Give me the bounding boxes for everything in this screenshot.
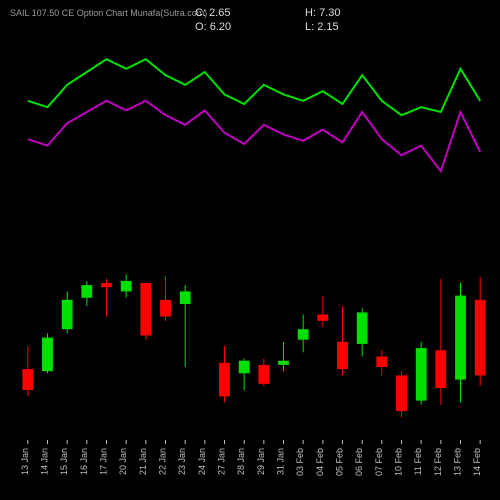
x-label: 05 Feb	[335, 448, 345, 476]
candle-body	[416, 348, 427, 401]
x-label: 14 Feb	[472, 448, 482, 476]
x-label: 27 Jan	[217, 448, 227, 475]
x-label: 14 Jan	[40, 448, 50, 475]
x-label: 28 Jan	[236, 448, 246, 475]
candle-body	[101, 283, 112, 287]
x-label: 13 Feb	[453, 448, 463, 476]
candle-body	[298, 329, 309, 340]
x-label: 17 Jan	[99, 448, 109, 475]
candle-body	[455, 296, 466, 380]
candle-body	[376, 357, 387, 368]
x-label: 29 Jan	[256, 448, 266, 475]
x-label: 11 Feb	[413, 448, 423, 475]
x-label: 23 Jan	[177, 448, 187, 475]
candle-body	[160, 300, 171, 317]
candle-body	[22, 369, 33, 390]
low-value: 2.15	[317, 21, 338, 33]
chart-canvas: 13 Jan 14 Jan 15 Jan 16 Jan 17 Jan 20 Jan 21 J…	[0, 0, 500, 500]
chart-title: SAIL 107.50 CE Option Chart Munafa(Sutra…	[10, 8, 207, 18]
candle-body	[42, 338, 53, 372]
x-label: 20 Jan	[118, 448, 128, 475]
candle-body	[121, 281, 132, 292]
high-value: 7.30	[319, 7, 340, 19]
open-label: O:	[195, 21, 207, 33]
candle-body	[258, 365, 269, 384]
x-label: 22 Jan	[158, 448, 168, 475]
x-label: 24 Jan	[197, 448, 207, 475]
high-label: H:	[305, 7, 316, 19]
x-label: 31 Jan	[276, 448, 286, 475]
candle-body	[239, 361, 250, 374]
low-label: L:	[305, 21, 314, 33]
x-label: 13 Jan	[20, 448, 30, 475]
x-label: 16 Jan	[79, 448, 89, 475]
close-label: C:	[195, 7, 206, 19]
candle-body	[62, 300, 73, 329]
ohlc-readout-right: H: 7.30 L: 2.15	[305, 6, 375, 34]
candle-body	[278, 361, 289, 365]
candle-body	[396, 375, 407, 411]
x-label: 12 Feb	[433, 448, 443, 476]
close-value: 2.65	[209, 7, 230, 19]
candle-body	[337, 342, 348, 369]
x-label: 06 Feb	[354, 448, 364, 476]
x-label: 04 Feb	[315, 448, 325, 476]
candle-body	[140, 283, 151, 336]
open-value: 6.20	[210, 21, 231, 33]
candle-body	[219, 363, 230, 397]
candle-body	[475, 300, 486, 376]
candle-body	[357, 312, 368, 344]
ohlc-readout: C: 2.65 O: 6.20	[195, 6, 265, 34]
candle-body	[317, 315, 328, 321]
x-label: 15 Jan	[59, 448, 69, 475]
x-label: 21 Jan	[138, 448, 148, 475]
candle-body	[81, 285, 92, 298]
x-label: 10 Feb	[394, 448, 404, 476]
candle-body	[435, 350, 446, 388]
x-label: 07 Feb	[374, 448, 384, 476]
x-label: 03 Feb	[295, 448, 305, 476]
candle-body	[180, 291, 191, 304]
